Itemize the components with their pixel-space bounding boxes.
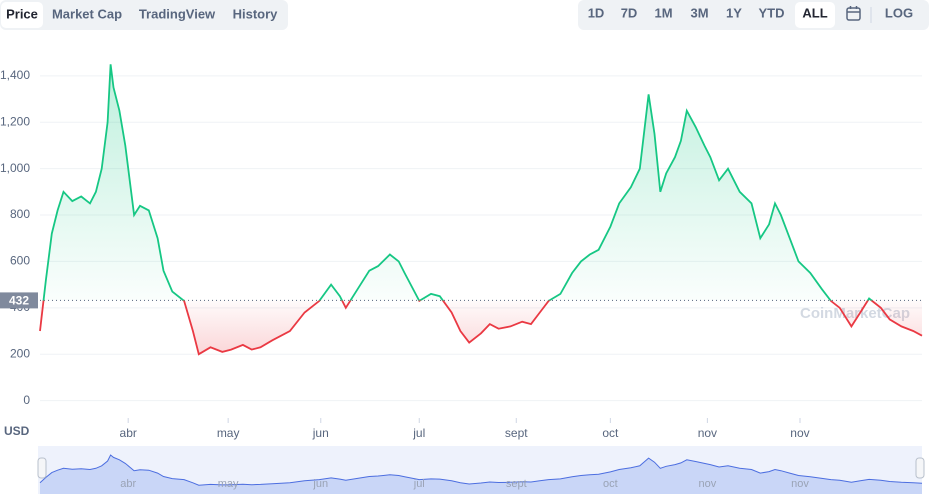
x-tick-label: jul (412, 426, 425, 440)
x-tick-label: nov (790, 426, 809, 440)
y-tick-label: 800 (10, 207, 30, 221)
price-line (39, 64, 923, 356)
calendar-icon[interactable] (846, 6, 861, 21)
y-tick-label: 1,200 (0, 114, 30, 128)
baseline-label: 432 (9, 294, 29, 308)
log-button[interactable]: LOG (885, 5, 913, 20)
y-tick-label: 600 (10, 254, 30, 268)
navigator-label: jul (413, 478, 425, 490)
navigator-label: jun (312, 478, 328, 490)
tab-bar (0, 0, 288, 30)
navigator-label: abr (120, 478, 136, 490)
baseline-label-bg (0, 292, 38, 309)
x-tick-label: sept (505, 426, 528, 440)
navigator-area (40, 455, 922, 494)
x-tick-label: nov (698, 426, 717, 440)
range-bar (578, 0, 929, 30)
currency-label: USD (4, 424, 30, 438)
navigator-handle[interactable] (37, 457, 47, 479)
range-button[interactable]: ALL (802, 5, 827, 20)
navigator-label: may (218, 478, 239, 490)
x-tick-label: oct (602, 426, 619, 440)
navigator-line (39, 454, 923, 486)
x-tick-label: abr (120, 426, 137, 440)
navigator-label: oct (603, 478, 618, 490)
active-tab-bg (1, 2, 43, 28)
tab[interactable]: Market Cap (52, 6, 122, 21)
y-tick-label: 1,000 (0, 161, 30, 175)
tab[interactable]: History (233, 6, 279, 21)
y-tick-label: 1,400 (0, 68, 30, 82)
range-button[interactable]: 7D (621, 5, 638, 20)
tab[interactable]: Price (6, 6, 38, 21)
navigator-label: nov (699, 478, 717, 490)
x-tick-label: may (217, 426, 240, 440)
y-tick-label: 200 (10, 346, 30, 360)
x-tick-label: jun (312, 426, 329, 440)
range-button[interactable]: 1D (588, 5, 605, 20)
navigator-label: sept (506, 478, 527, 490)
tab[interactable]: TradingView (139, 6, 216, 21)
range-button[interactable]: YTD (759, 5, 785, 20)
range-button[interactable]: 1M (654, 5, 672, 20)
navigator-label: nov (791, 478, 809, 490)
range-button[interactable]: 3M (690, 5, 708, 20)
range-button[interactable]: 1Y (726, 5, 742, 20)
active-range-bg (795, 2, 835, 28)
y-tick-label: 0 (23, 393, 30, 407)
navigator-handle[interactable] (915, 457, 925, 479)
price-area (40, 64, 922, 355)
